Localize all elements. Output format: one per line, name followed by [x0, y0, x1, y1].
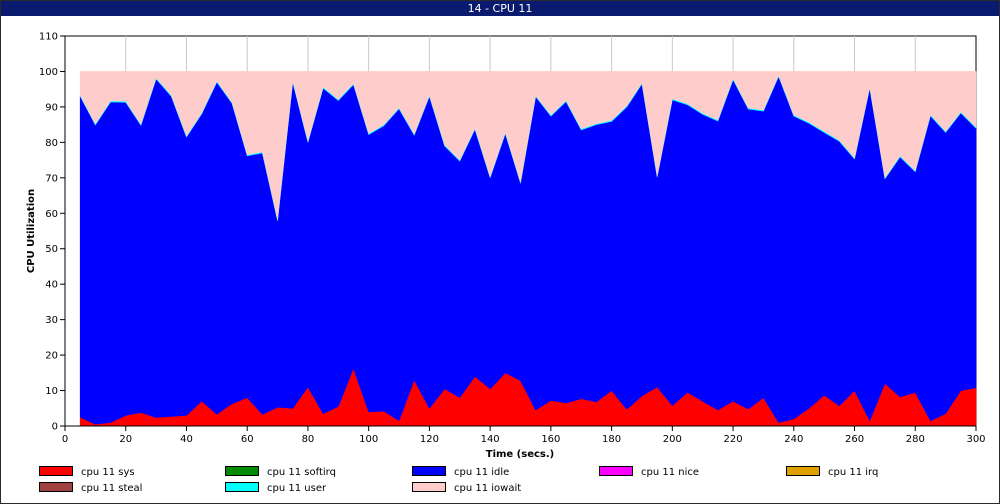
y-tick-label-20: 20	[45, 351, 58, 362]
cpu-utilization-chart: 0 10 20 30 40 50 60 70 80 90 100 110 0 20 40 60 80 100 120…	[26, 32, 986, 461]
x-tick-label-80: 80	[302, 434, 315, 445]
x-tick-label-20: 20	[119, 434, 132, 445]
legend-item-cpu-11-user: cpu 11 user	[225, 482, 326, 496]
y-tick-label-90: 90	[45, 102, 58, 113]
x-axis-label: Time (secs.)	[486, 449, 555, 460]
legend-swatch	[39, 466, 73, 476]
legend-label: cpu 11 user	[267, 483, 327, 494]
legend-label: cpu 11 sys	[81, 467, 135, 478]
y-tick-label-60: 60	[45, 209, 58, 220]
y-tick-label-70: 70	[45, 173, 58, 184]
legend-swatch	[225, 482, 259, 492]
y-tick-label-30: 30	[45, 315, 58, 326]
y-tick-label-10: 10	[45, 386, 58, 397]
legend-item-cpu-11-sys: cpu 11 sys	[39, 466, 135, 480]
x-tick-label-220: 220	[724, 434, 743, 445]
legend-swatch	[599, 466, 633, 476]
legend-item-cpu-11-idle: cpu 11 idle	[412, 466, 509, 480]
axis-layer: 0 10 20 30 40 50 60 70 80 90 100 110 0 20 40 60 80 100 120…	[39, 32, 986, 446]
y-tick-label-80: 80	[45, 138, 58, 149]
window-title: 14 - CPU 11	[1, 1, 999, 16]
x-tick-label-40: 40	[180, 434, 193, 445]
legend-item-cpu-11-iowait: cpu 11 iowait	[412, 482, 521, 496]
legend-label: cpu 11 irq	[828, 467, 879, 478]
x-tick-label-300: 300	[966, 434, 985, 445]
series-layer	[79, 71, 977, 427]
x-tick-label-160: 160	[541, 434, 560, 445]
legend-item-cpu-11-softirq: cpu 11 softirq	[225, 466, 336, 480]
legend: cpu 11 sys cpu 11 softirq cpu 11 idle cpu 1…	[1, 463, 999, 503]
legend-item-cpu-11-steal: cpu 11 steal	[39, 482, 142, 496]
x-tick-label-140: 140	[481, 434, 500, 445]
series-area-cpu-11-iowait	[79, 71, 977, 220]
x-tick-label-200: 200	[663, 434, 682, 445]
x-tick-label-280: 280	[906, 434, 925, 445]
legend-label: cpu 11 idle	[454, 467, 510, 478]
legend-label: cpu 11 nice	[641, 467, 700, 478]
x-tick-label-240: 240	[784, 434, 803, 445]
x-tick-label-100: 100	[359, 434, 378, 445]
chart-area: 0 10 20 30 40 50 60 70 80 90 100 110 0 20 40 60 80 100 120…	[1, 17, 999, 463]
y-axis-label: CPU Utilization	[26, 189, 37, 273]
y-tick-label-40: 40	[45, 280, 58, 291]
legend-item-cpu-11-nice: cpu 11 nice	[599, 466, 699, 480]
y-tick-label-110: 110	[39, 32, 58, 43]
legend-swatch	[39, 482, 73, 492]
y-tick-label-0: 0	[52, 422, 58, 433]
legend-item-cpu-11-irq: cpu 11 irq	[786, 466, 878, 480]
legend-swatch	[786, 466, 820, 476]
x-tick-label-180: 180	[602, 434, 621, 445]
y-tick-label-100: 100	[39, 67, 58, 78]
x-tick-label-120: 120	[420, 434, 439, 445]
legend-swatch	[225, 466, 259, 476]
x-tick-label-60: 60	[241, 434, 254, 445]
x-tick-label-0: 0	[62, 434, 68, 445]
x-tick-label-260: 260	[845, 434, 864, 445]
legend-label: cpu 11 iowait	[454, 483, 522, 494]
legend-label: cpu 11 softirq	[267, 467, 336, 478]
legend-label: cpu 11 steal	[81, 483, 143, 494]
legend-swatch	[412, 466, 446, 476]
y-tick-label-50: 50	[45, 244, 58, 255]
legend-swatch	[412, 482, 446, 492]
